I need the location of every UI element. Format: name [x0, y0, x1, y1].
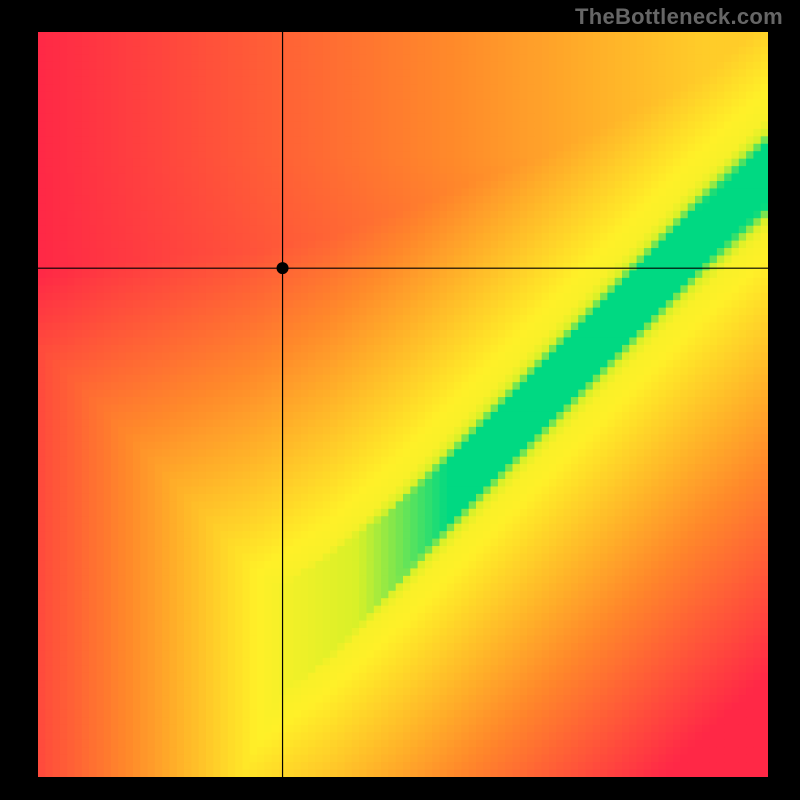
watermark-text: TheBottleneck.com	[575, 4, 783, 30]
heatmap-svg	[38, 32, 768, 777]
crosshair-marker	[277, 262, 289, 274]
heatmap-chart	[38, 32, 768, 777]
